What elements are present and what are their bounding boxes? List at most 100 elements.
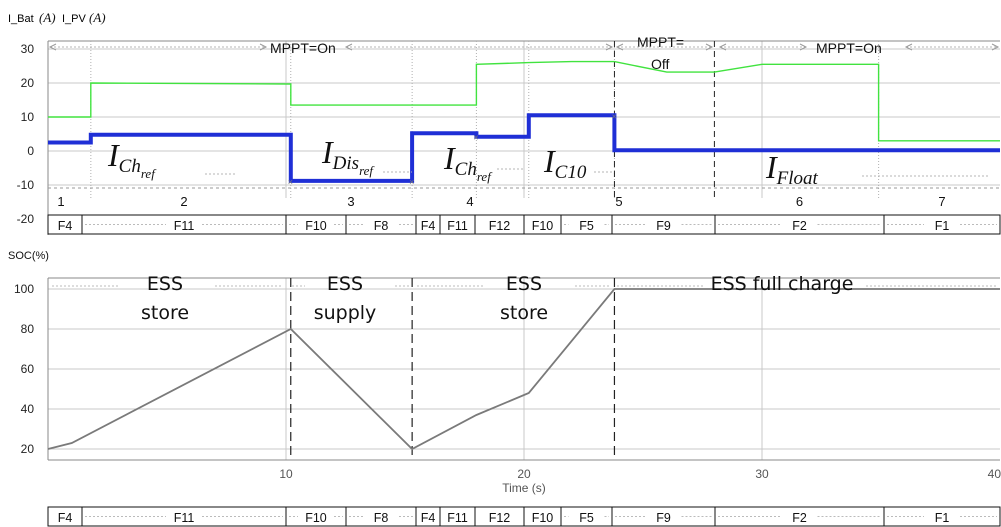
- fault-band-bottom: F4 F11 F10 F8 F4 F11 F12 F10 F5 F9 F2 F1: [47, 506, 1001, 527]
- mppt-arrow-head: [991, 43, 1000, 51]
- series-i-bat: [48, 113, 1000, 183]
- mppt-arrow-head: [48, 43, 57, 51]
- ess-phase-label-line2: store: [141, 302, 189, 324]
- fault-band-top: F4 F11 F10 F8 F4 F11 F12 F10 F5 F9 F2 F1: [47, 214, 1001, 235]
- mppt-arrow-head: [799, 43, 808, 51]
- series-i-pv: [48, 60, 1000, 142]
- current-label-sub: Ch: [455, 159, 477, 180]
- fault-band-bottom-label: F5: [579, 511, 594, 525]
- fault-band-top-label: F1: [935, 219, 950, 233]
- mppt-arrow-head: [615, 43, 624, 51]
- soc-x-tick: 10: [279, 467, 293, 481]
- fault-band-top-label: F12: [489, 219, 511, 233]
- fault-band-top-label: F4: [58, 219, 73, 233]
- ess-phase-label-line1: ESS full charge: [711, 273, 854, 295]
- ess-phase-label-line2: store: [500, 302, 548, 324]
- transition-marker: ×: [611, 111, 616, 121]
- fault-band-top-label: F2: [792, 219, 807, 233]
- current-y-tick: 20: [21, 76, 35, 90]
- current-label-subsub: ref: [141, 166, 157, 181]
- current-y-ticks: 30 20 10 0 -10 -20: [17, 42, 35, 226]
- current-label: IC10: [543, 143, 587, 183]
- transition-marker: ×: [473, 133, 478, 143]
- soc-x-tick: 20: [517, 467, 531, 481]
- current-label-sub: Ch: [119, 156, 141, 177]
- segment-number: 3: [347, 194, 354, 209]
- soc-series: [47, 288, 1000, 451]
- current-y-tick: 30: [21, 42, 35, 56]
- current-label-subsub: ref: [359, 163, 375, 178]
- current-axes-frame: [47, 40, 1000, 235]
- legend-bat-unit: (A): [39, 10, 56, 25]
- legend-pv-unit: (A): [89, 10, 106, 25]
- fault-band-bottom-label: F2: [792, 511, 807, 525]
- current-label-base: I: [765, 149, 778, 185]
- current-label-base: I: [443, 140, 456, 176]
- mppt-off-label-top: MPPT=: [637, 34, 684, 50]
- soc-x-tick: 40: [988, 467, 1001, 481]
- ess-phase-label-line1: ESS: [147, 273, 183, 295]
- fault-band-top-label: F8: [374, 219, 389, 233]
- current-label-base: I: [107, 137, 120, 173]
- fault-band-bottom-label: F10: [305, 511, 327, 525]
- fault-band-top-label: F10: [532, 219, 554, 233]
- mppt-arrow-head: [904, 43, 913, 51]
- segment-number: 2: [180, 194, 187, 209]
- soc-phase-dividers: [290, 278, 616, 460]
- soc-y-ticks: 100 80 60 40 20: [14, 282, 34, 456]
- soc-y-tick: 20: [21, 442, 35, 456]
- soc-axis-label: SOC(%): [8, 250, 49, 262]
- segment-numbers: 1 2 3 4 5 6 7: [48, 187, 1000, 209]
- mppt-off-label-bottom: Off: [651, 56, 670, 72]
- fault-band-bottom-label: F4: [421, 511, 436, 525]
- soc-y-tick: 60: [21, 362, 35, 376]
- mppt-arrow-head: [344, 43, 353, 51]
- series-soc: [47, 288, 1000, 451]
- fault-band-bottom-label: F8: [374, 511, 389, 525]
- fault-band-top-label: F10: [305, 219, 327, 233]
- legend-bat-name: I_Bat: [8, 13, 34, 25]
- fault-band-bottom-label: F11: [447, 511, 468, 525]
- fault-band-top-label: F11: [174, 219, 195, 233]
- segment-number: 6: [796, 194, 803, 209]
- current-y-tick: 0: [27, 144, 34, 158]
- mppt-arrow-head: [705, 43, 714, 51]
- current-label: IChref: [443, 140, 493, 184]
- soc-x-tick: 30: [755, 467, 769, 481]
- current-label-sub: C10: [555, 162, 587, 183]
- fault-band-bottom-label: F4: [58, 511, 73, 525]
- ess-phase-label-line1: ESS: [506, 273, 542, 295]
- transition-marker: ×: [288, 177, 293, 187]
- soc-plot: SOC(%) 100 80 60 40 20 10 20 30 40 Time (s) ESS…: [8, 250, 1001, 527]
- current-label: IChref: [107, 137, 157, 181]
- soc-y-tick: 40: [21, 402, 35, 416]
- segment-number: 4: [466, 194, 473, 209]
- fault-band-top-label: F11: [447, 219, 468, 233]
- soc-y-tick: 80: [21, 322, 35, 336]
- fault-band-bottom-label: F1: [935, 511, 950, 525]
- current-plot: 30 20 10 0 -10 -20 × × × × MPPT=On MPPT= Off MPP…: [17, 34, 1001, 235]
- current-y-tick: -10: [17, 178, 35, 192]
- legend: I_Bat (A) I_PV (A): [8, 10, 106, 25]
- soc-axes-frame: [47, 277, 1000, 461]
- current-y-tick: 10: [21, 110, 35, 124]
- current-label-subsub: ref: [477, 169, 493, 184]
- fault-band-bottom-label: F12: [489, 511, 511, 525]
- current-label: IFloat: [765, 149, 819, 189]
- segment-number: 1: [57, 194, 64, 209]
- ess-phase-labels: ESS store ESS supply ESS store ESS full charge: [52, 273, 998, 324]
- mppt-on-label-2: MPPT=On: [816, 40, 882, 56]
- current-label: IDisref: [321, 134, 375, 178]
- ess-phase-label-line2: supply: [314, 302, 377, 324]
- current-label-base: I: [543, 143, 556, 179]
- soc-x-ticks: 10 20 30 40: [279, 467, 1001, 481]
- fault-band-bottom-label: F10: [532, 511, 554, 525]
- ess-phase-label-line1: ESS: [327, 273, 363, 295]
- fault-band-bottom-label: F9: [656, 511, 671, 525]
- transition-marker: ×: [409, 177, 414, 187]
- soc-y-tick: 100: [14, 282, 34, 296]
- fault-band-top-label: F4: [421, 219, 436, 233]
- segment-number: 7: [938, 194, 945, 209]
